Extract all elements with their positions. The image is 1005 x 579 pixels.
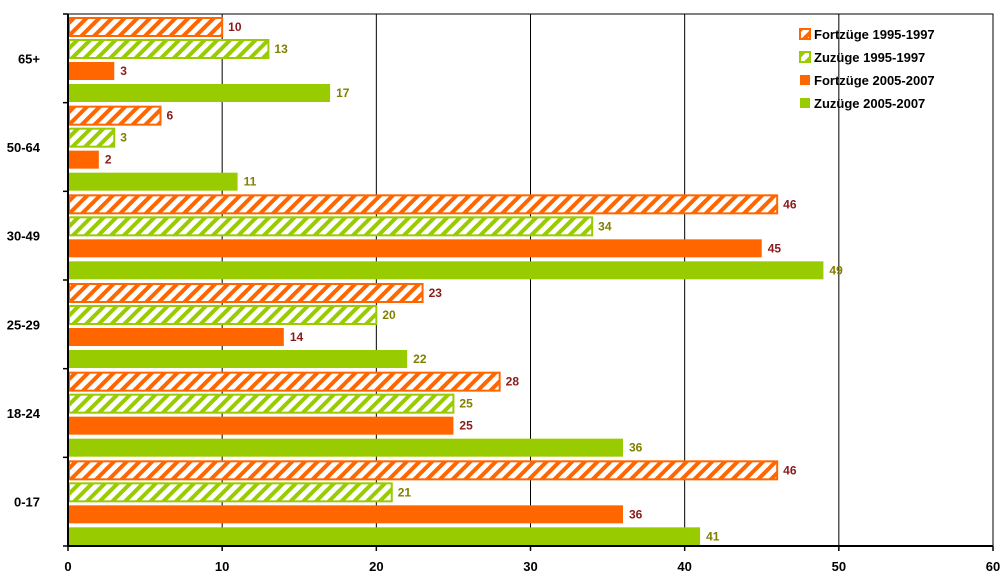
data-label: 36 [629, 507, 643, 521]
data-label: 21 [398, 485, 412, 499]
data-label: 2 [105, 153, 112, 167]
x-tick-label: 40 [677, 559, 691, 574]
data-label: 3 [120, 131, 127, 145]
y-tick-label: 18-24 [7, 406, 41, 421]
bar [68, 371, 501, 392]
data-label: 46 [783, 197, 797, 211]
bar [69, 328, 284, 346]
axes: 0 10 20 30 40 50 60 0-17 18-24 25-29 30-49 50-64 65+ [7, 13, 1000, 574]
legend-swatch [799, 28, 811, 40]
legend: Fortzüge 1995-1997 Zuzüge 1995-1997 Fortzü… [799, 27, 935, 111]
bar [68, 194, 779, 215]
bar [69, 505, 623, 524]
data-label: 6 [167, 109, 174, 123]
legend-label: Zuzüge 1995-1997 [814, 50, 925, 65]
data-label: 23 [429, 286, 443, 300]
bar [69, 150, 99, 169]
data-label: 28 [506, 375, 520, 389]
x-tick-label: 30 [523, 559, 537, 574]
x-tick-label: 20 [369, 559, 383, 574]
bar [68, 283, 424, 303]
x-tick-label: 50 [832, 559, 846, 574]
data-label: 25 [459, 397, 473, 411]
data-label: 46 [783, 463, 797, 477]
x-tick-label: 0 [64, 559, 71, 574]
bar [69, 527, 701, 546]
bar [68, 393, 455, 414]
y-tick-label: 30-49 [7, 229, 40, 244]
legend-label: Fortzüge 1995-1997 [814, 27, 935, 42]
x-tick-label: 60 [986, 559, 1000, 574]
data-label: 49 [829, 263, 843, 277]
legend-label: Zuzüge 2005-2007 [814, 96, 925, 111]
data-label: 14 [290, 330, 304, 344]
data-label: 34 [598, 219, 612, 233]
bar [69, 172, 238, 191]
data-label: 41 [706, 529, 720, 543]
data-label: 20 [382, 308, 396, 322]
bars: 4621364128252536232014224634454963211101… [68, 17, 843, 546]
bar [69, 350, 408, 368]
bar [69, 84, 331, 102]
bar [68, 460, 779, 481]
bar [68, 216, 594, 237]
bar [68, 105, 162, 126]
bar [69, 239, 762, 258]
data-label: 3 [120, 64, 127, 78]
x-tick-label: 10 [215, 559, 229, 574]
legend-swatch [800, 75, 810, 85]
bar [69, 438, 623, 457]
bar [69, 416, 454, 435]
bar [68, 482, 393, 503]
data-label: 45 [768, 241, 782, 255]
data-label: 13 [274, 42, 288, 56]
legend-label: Fortzüge 2005-2007 [814, 73, 935, 88]
data-label: 22 [413, 352, 427, 366]
bar [68, 39, 270, 59]
bar [69, 261, 824, 280]
y-tick-label: 0-17 [14, 495, 40, 510]
bar [68, 127, 116, 148]
data-label: 11 [244, 175, 257, 189]
data-label: 36 [629, 441, 643, 455]
y-tick-label: 65+ [18, 51, 40, 66]
y-tick-label: 50-64 [7, 140, 41, 155]
bar [68, 305, 378, 325]
data-label: 10 [228, 20, 242, 34]
legend-swatch [799, 51, 811, 63]
data-label: 25 [459, 419, 473, 433]
data-label: 17 [336, 86, 350, 100]
bar [68, 17, 224, 37]
y-tick-label: 25-29 [7, 317, 40, 332]
bar [69, 62, 115, 80]
legend-swatch [800, 98, 810, 108]
